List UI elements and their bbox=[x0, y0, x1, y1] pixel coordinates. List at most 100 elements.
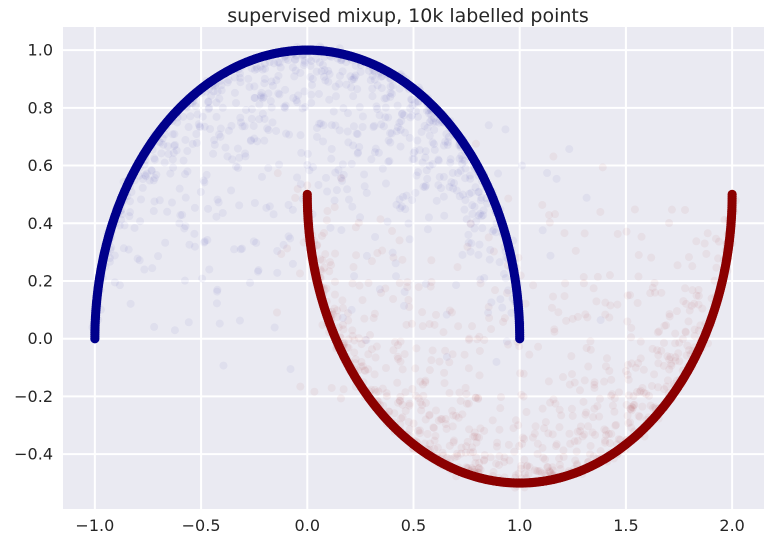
mixup-point bbox=[688, 286, 697, 295]
mixup-point bbox=[583, 313, 592, 322]
mixup-point bbox=[475, 346, 484, 355]
mixup-point bbox=[368, 84, 377, 93]
mixup-point bbox=[173, 118, 182, 127]
mixup-point bbox=[593, 272, 602, 281]
mixup-point bbox=[105, 257, 114, 266]
mixup-point bbox=[288, 205, 297, 214]
mixup-point bbox=[480, 451, 489, 460]
mixup-point bbox=[284, 232, 293, 241]
mixup-point bbox=[347, 75, 356, 84]
mixup-point bbox=[175, 219, 184, 228]
mixup-point bbox=[339, 385, 348, 394]
mixup-point bbox=[212, 299, 221, 308]
mixup-point bbox=[401, 388, 410, 397]
mixup-point bbox=[344, 138, 353, 147]
mixup-point bbox=[205, 265, 214, 274]
mixup-point bbox=[444, 133, 453, 142]
y-tick-label: 0.8 bbox=[28, 98, 53, 117]
mixup-point bbox=[362, 251, 371, 260]
mixup-point bbox=[694, 291, 703, 300]
mixup-point bbox=[662, 321, 671, 330]
mixup-point bbox=[350, 272, 359, 281]
mixup-point bbox=[258, 94, 267, 103]
mixup-point bbox=[269, 210, 278, 219]
mixup-point bbox=[306, 73, 315, 82]
mixup-point bbox=[464, 399, 473, 408]
mixup-point bbox=[586, 345, 595, 354]
mixup-point bbox=[223, 78, 232, 87]
mixup-point bbox=[457, 449, 466, 458]
mixup-point bbox=[475, 464, 484, 473]
mixup-point bbox=[344, 309, 353, 318]
mixup-point bbox=[263, 124, 272, 133]
mixup-point bbox=[396, 357, 405, 366]
mixup-point bbox=[665, 355, 674, 364]
mixup-point bbox=[560, 229, 569, 238]
mixup-point bbox=[350, 336, 359, 345]
mixup-point bbox=[475, 371, 484, 380]
mixup-point bbox=[282, 129, 291, 138]
mixup-point bbox=[580, 376, 589, 385]
mixup-point bbox=[284, 200, 293, 209]
mixup-point bbox=[303, 181, 312, 190]
mixup-point bbox=[465, 425, 474, 434]
mixup-point bbox=[200, 178, 209, 187]
mixup-point bbox=[624, 419, 633, 428]
mixup-point bbox=[667, 359, 676, 368]
mixup-point bbox=[469, 432, 478, 441]
mixup-point bbox=[430, 320, 439, 329]
mixup-point bbox=[657, 346, 666, 355]
mixup-point bbox=[470, 202, 479, 211]
mixup-point bbox=[338, 296, 347, 305]
mixup-point bbox=[692, 291, 701, 300]
mixup-point bbox=[408, 384, 417, 393]
mixup-point bbox=[110, 278, 119, 287]
mixup-point bbox=[555, 423, 564, 432]
mixup-point bbox=[555, 454, 564, 463]
mixup-point bbox=[696, 321, 705, 330]
mixup-point bbox=[449, 438, 458, 447]
mixup-point bbox=[339, 325, 348, 334]
mixup-point bbox=[487, 325, 496, 334]
mixup-point bbox=[478, 224, 487, 233]
mixup-point bbox=[267, 103, 276, 112]
mixup-point bbox=[261, 64, 270, 73]
mixup-point bbox=[427, 256, 436, 265]
mixup-point bbox=[494, 169, 503, 178]
lower-moon-series bbox=[302, 189, 737, 488]
mixup-point bbox=[529, 281, 538, 290]
mixup-point bbox=[183, 167, 192, 176]
mixup-point bbox=[681, 284, 690, 293]
mixup-point bbox=[422, 166, 431, 175]
mixup-point bbox=[255, 100, 264, 109]
mixup-point bbox=[500, 314, 509, 323]
mixup-point bbox=[145, 176, 154, 185]
mixup-point bbox=[217, 86, 226, 95]
mixup-point bbox=[690, 325, 699, 334]
mixup-point bbox=[331, 168, 340, 177]
mixup-point bbox=[586, 441, 595, 450]
mixup-point bbox=[690, 331, 699, 340]
mixup-point bbox=[445, 306, 454, 315]
mixup-point bbox=[344, 195, 353, 204]
mixup-point bbox=[227, 121, 236, 130]
mixup-point bbox=[461, 174, 470, 183]
mixup-point bbox=[455, 192, 464, 201]
mixup-point bbox=[710, 276, 719, 285]
mixup-point bbox=[581, 410, 590, 419]
mixup-point bbox=[474, 188, 483, 197]
mixup-point bbox=[355, 103, 364, 112]
mixup-point bbox=[429, 423, 438, 432]
mixup-point bbox=[437, 184, 446, 193]
mixup-point bbox=[495, 452, 504, 461]
mixup-point bbox=[475, 433, 484, 442]
x-tick-label: 2.0 bbox=[719, 516, 744, 535]
mixup-point bbox=[496, 404, 505, 413]
mixup-point bbox=[331, 121, 340, 130]
mixup-point bbox=[166, 169, 175, 178]
mixup-point bbox=[514, 253, 523, 262]
mixup-point bbox=[348, 326, 357, 335]
mixup-point bbox=[423, 429, 432, 438]
x-tick-label: 1.0 bbox=[507, 516, 532, 535]
mixup-point bbox=[181, 193, 190, 202]
